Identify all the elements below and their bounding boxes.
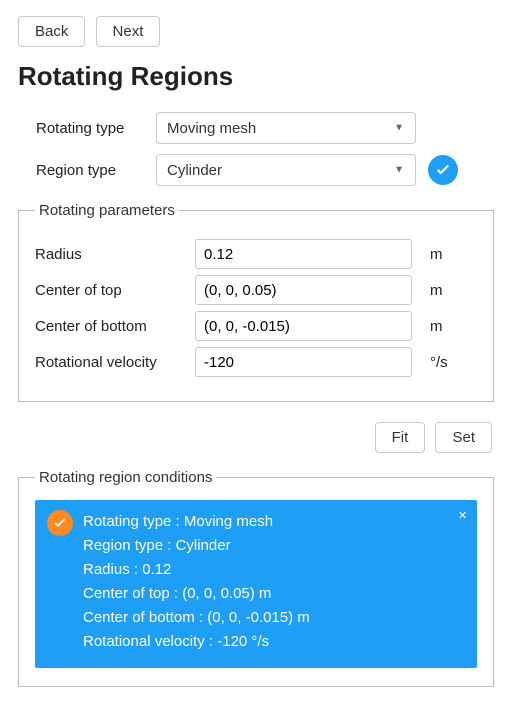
next-button[interactable]: Next bbox=[96, 16, 161, 47]
rotating-type-row: Rotating type Moving mesh ▼ bbox=[36, 112, 494, 144]
nav-row: Back Next bbox=[18, 16, 494, 47]
center-bottom-label: Center of bottom bbox=[35, 318, 195, 335]
region-type-select-wrap: Cylinder ▼ bbox=[156, 154, 416, 186]
center-top-unit: m bbox=[430, 282, 460, 299]
rotvel-input[interactable] bbox=[195, 347, 412, 377]
condition-card[interactable]: Rotating type : Moving mesh Region type … bbox=[35, 500, 477, 668]
condition-text: Rotating type : Moving mesh Region type … bbox=[83, 510, 465, 654]
param-row-bottom: Center of bottom m bbox=[35, 311, 477, 341]
condition-line: Center of top : (0, 0, 0.05) m bbox=[83, 582, 465, 606]
center-bottom-input[interactable] bbox=[195, 311, 412, 341]
center-top-input[interactable] bbox=[195, 275, 412, 305]
check-pencil-icon bbox=[52, 515, 68, 531]
rotating-type-select-wrap: Moving mesh ▼ bbox=[156, 112, 416, 144]
center-bottom-unit: m bbox=[430, 318, 460, 335]
rotvel-unit: °/s bbox=[430, 354, 460, 371]
rotating-type-select[interactable]: Moving mesh bbox=[156, 112, 416, 144]
fit-set-row: Fit Set bbox=[18, 422, 492, 453]
center-top-label: Center of top bbox=[35, 282, 195, 299]
rotating-conditions-legend: Rotating region conditions bbox=[35, 469, 216, 486]
condition-badge-icon bbox=[47, 510, 73, 536]
set-button[interactable]: Set bbox=[435, 422, 492, 453]
condition-line: Rotational velocity : -120 °/s bbox=[83, 630, 465, 654]
rotating-parameters-legend: Rotating parameters bbox=[35, 202, 179, 219]
region-type-label: Region type bbox=[36, 162, 156, 179]
radius-unit: m bbox=[430, 246, 460, 263]
rotating-type-label: Rotating type bbox=[36, 120, 156, 137]
region-type-select[interactable]: Cylinder bbox=[156, 154, 416, 186]
condition-line: Region type : Cylinder bbox=[83, 534, 465, 558]
param-row-rotvel: Rotational velocity °/s bbox=[35, 347, 477, 377]
param-row-top: Center of top m bbox=[35, 275, 477, 305]
condition-line: Radius : 0.12 bbox=[83, 558, 465, 582]
region-check-badge[interactable] bbox=[428, 155, 458, 185]
rotvel-label: Rotational velocity bbox=[35, 354, 195, 371]
check-pencil-icon bbox=[434, 161, 452, 179]
rotating-parameters-fieldset: Rotating parameters Radius m Center of t… bbox=[18, 202, 494, 402]
page-title: Rotating Regions bbox=[18, 61, 494, 92]
condition-line: Center of bottom : (0, 0, -0.015) m bbox=[83, 606, 465, 630]
param-row-radius: Radius m bbox=[35, 239, 477, 269]
condition-line: Rotating type : Moving mesh bbox=[83, 510, 465, 534]
close-icon[interactable]: × bbox=[458, 508, 467, 523]
fit-button[interactable]: Fit bbox=[375, 422, 426, 453]
region-type-row: Region type Cylinder ▼ bbox=[36, 154, 494, 186]
radius-label: Radius bbox=[35, 246, 195, 263]
radius-input[interactable] bbox=[195, 239, 412, 269]
back-button[interactable]: Back bbox=[18, 16, 85, 47]
rotating-conditions-fieldset: Rotating region conditions Rotating type… bbox=[18, 469, 494, 687]
